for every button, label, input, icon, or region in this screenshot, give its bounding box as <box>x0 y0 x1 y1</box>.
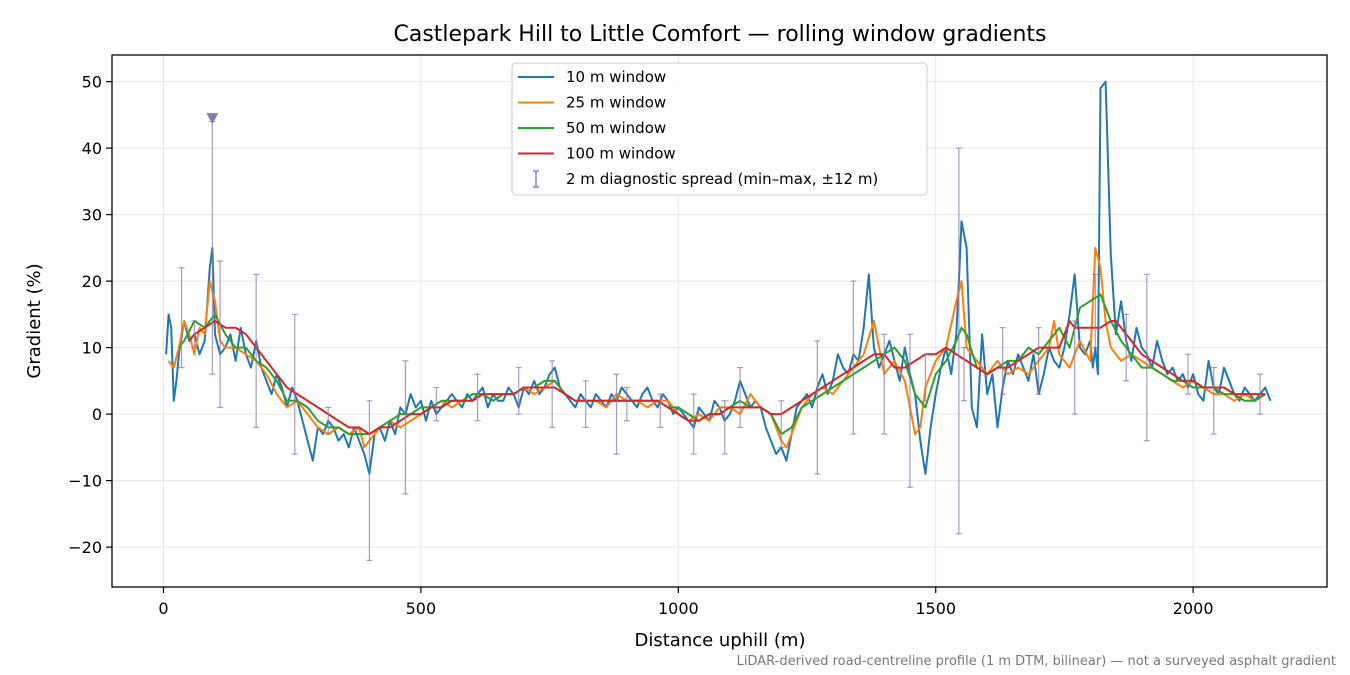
error-bar <box>1184 353 1191 395</box>
error-bar <box>922 353 929 402</box>
legend-item: 2 m diagnostic spread (min–max, ±12 m) <box>533 170 878 188</box>
error-bar <box>1035 327 1042 395</box>
error-bar <box>291 313 298 455</box>
error-bar <box>906 333 913 488</box>
error-bar <box>325 406 332 435</box>
y-tick-label: −10 <box>68 472 102 491</box>
error-bar <box>178 267 185 369</box>
footnote: LiDAR-derived road-centreline profile (1… <box>737 654 1336 669</box>
y-axis-ticks: −20 −10 0 10 20 30 40 50 <box>68 73 112 557</box>
error-bar <box>961 347 968 402</box>
error-bar <box>881 333 888 435</box>
error-bar <box>515 366 522 415</box>
x-axis-ticks: 0 500 1000 1500 2000 <box>158 587 1214 618</box>
error-bar <box>217 260 224 409</box>
error-bar <box>737 366 744 428</box>
y-tick-label: 0 <box>92 405 102 424</box>
error-bar <box>778 400 785 448</box>
legend-label: 50 m window <box>566 119 666 137</box>
legend: 10 m window 25 m window 50 m window 100 m w… <box>511 62 928 196</box>
error-bar <box>1210 366 1217 435</box>
outlier-marker <box>206 113 219 125</box>
error-bar <box>623 386 630 422</box>
x-axis-label: Distance uphill (m) <box>635 630 806 651</box>
legend-item: 100 m window <box>518 145 676 163</box>
series-lines <box>165 80 1272 475</box>
error-bar <box>191 320 198 349</box>
error-bar <box>690 393 697 455</box>
error-bar <box>366 400 373 562</box>
legend-label: 100 m window <box>566 145 676 163</box>
series-line-100-m-window <box>188 320 1266 436</box>
error-bar <box>721 400 728 455</box>
error-bar <box>613 373 620 455</box>
error-bar <box>474 373 481 422</box>
error-bar <box>1092 273 1099 349</box>
error-bar <box>582 380 589 428</box>
legend-label: 25 m window <box>566 94 666 112</box>
error-bar <box>955 147 962 535</box>
legend-label: 10 m window <box>566 68 666 86</box>
y-tick-label: 20 <box>82 272 102 291</box>
y-tick-label: 50 <box>82 73 102 92</box>
legend-item: 25 m window <box>518 94 666 112</box>
error-bar <box>549 360 556 428</box>
legend-item: 10 m window <box>518 68 666 86</box>
error-bar <box>1257 373 1264 415</box>
x-tick-label: 2000 <box>1173 599 1214 618</box>
y-tick-label: 40 <box>82 139 102 158</box>
legend-item: 50 m window <box>518 119 666 137</box>
y-tick-label: −20 <box>68 538 102 557</box>
error-bar <box>657 393 664 428</box>
legend-label: 2 m diagnostic spread (min–max, ±12 m) <box>566 170 878 188</box>
legend-box <box>511 62 928 196</box>
y-axis-label: Gradient (%) <box>24 263 45 378</box>
error-bar <box>1071 320 1078 415</box>
error-bar <box>814 340 821 475</box>
error-bar <box>433 386 440 422</box>
x-tick-label: 1000 <box>658 599 699 618</box>
error-bar <box>999 327 1006 395</box>
error-bar <box>402 360 409 495</box>
error-bar <box>850 280 857 435</box>
error-bar <box>1123 313 1130 382</box>
x-tick-label: 0 <box>158 599 168 618</box>
x-tick-label: 500 <box>406 599 437 618</box>
error-bar <box>253 273 260 428</box>
y-tick-label: 30 <box>82 206 102 225</box>
x-tick-label: 1500 <box>915 599 956 618</box>
chart-title: Castlepark Hill to Little Comfort — roll… <box>394 22 1047 47</box>
error-bar <box>1143 273 1150 442</box>
y-tick-label: 10 <box>82 339 102 358</box>
plot-frame <box>111 54 1328 588</box>
diagnostic-spread-bars <box>178 113 1264 562</box>
